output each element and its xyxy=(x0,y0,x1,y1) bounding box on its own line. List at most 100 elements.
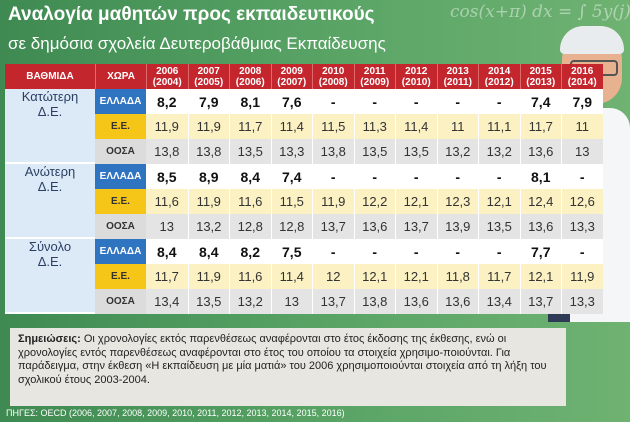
value-cell: 8,4 xyxy=(229,164,271,189)
chart-title: Αναλογία μαθητών προς εκπαιδευτικούς xyxy=(8,4,375,25)
value-cell: 13,9 xyxy=(436,214,478,239)
value-cell: 12,1 xyxy=(395,264,437,289)
value-cell: 12,1 xyxy=(353,264,395,289)
value-cell: 12,1 xyxy=(519,264,561,289)
value-cell: 12,8 xyxy=(270,214,312,239)
value-cell: 8,9 xyxy=(187,164,229,189)
level-label: Δ.Ε. xyxy=(37,254,63,269)
country-cell: ΕΛΛΑΔΑ xyxy=(95,164,146,189)
header-year: 2016 (2014) xyxy=(561,64,603,89)
header-year-label: 2012 xyxy=(405,65,428,77)
value-cell: - xyxy=(478,89,520,114)
header-data-year-label: (2005) xyxy=(194,76,224,88)
value-cell: 13,5 xyxy=(187,289,229,314)
value-cell: 11,7 xyxy=(146,264,188,289)
teacher-hair xyxy=(560,26,624,54)
value-cell: 13 xyxy=(561,139,603,164)
header-year-label: 2010 xyxy=(322,65,345,77)
header-data-year-label: (2014) xyxy=(567,76,597,88)
header-data-year-label: (2010) xyxy=(401,76,431,88)
country-cell: Ε.Ε. xyxy=(95,264,146,289)
value-cell: - xyxy=(395,239,437,264)
value-cell: 11,7 xyxy=(229,114,271,139)
value-cell: 11,4 xyxy=(270,114,312,139)
value-cell: 8,1 xyxy=(519,164,561,189)
value-cell: - xyxy=(561,164,603,189)
header-year: 2012 (2010) xyxy=(395,64,437,89)
header-year: 2009 (2007) xyxy=(270,64,312,89)
table-row: Σύνολο Δ.Ε. ΕΛΛΑΔΑ 8,4 8,4 8,2 7,5- - - - -7,7- xyxy=(5,239,603,314)
value-cell: 12,1 xyxy=(478,189,520,214)
header-data-year-label: (2008) xyxy=(318,76,348,88)
level-label: Κατώτερη xyxy=(21,89,79,104)
level-cell: Κατώτερη Δ.Ε. xyxy=(5,89,95,164)
header-data-year-label: (2011) xyxy=(443,76,472,88)
value-cell: - xyxy=(312,239,354,264)
table-row: ΟΟΣΑ 13,8 13,8 13,5 13,3 13,8 13,5 13,5 13,2 13,2… xyxy=(5,139,603,164)
value-cell: 13,2 xyxy=(229,289,271,314)
value-cell: 7,7 xyxy=(519,239,561,264)
sources-text: ΠΗΓΕΣ: OECD (2006, 2007, 2008, 2009, 201… xyxy=(6,408,345,418)
header-year-label: 2008 xyxy=(239,65,262,77)
value-cell: 8,4 xyxy=(187,239,229,264)
value-cell: 13,5 xyxy=(395,139,437,164)
header-country: ΧΩΡΑ xyxy=(95,64,146,89)
header-data-year-label: (2004) xyxy=(152,76,182,88)
value-cell: 12,4 xyxy=(519,189,561,214)
header-year: 2011 (2009) xyxy=(353,64,395,89)
header-data-year-label: (2012) xyxy=(484,76,514,88)
header-year: 2007 (2005) xyxy=(187,64,229,89)
country-cell: ΕΛΛΑΔΑ xyxy=(95,239,146,264)
value-cell: 13,5 xyxy=(478,214,520,239)
header-year-label: 2011 xyxy=(363,65,386,77)
value-cell: 13,5 xyxy=(229,139,271,164)
value-cell: 11,6 xyxy=(146,189,188,214)
header-year: 2013 (2011) xyxy=(436,64,478,89)
value-cell: 11,8 xyxy=(436,264,478,289)
level-label: Δ.Ε. xyxy=(37,104,63,119)
level-cell: Σύνολο Δ.Ε. xyxy=(5,239,95,314)
value-cell: 8,5 xyxy=(146,164,188,189)
value-cell: 7,6 xyxy=(270,89,312,114)
value-cell: 7,4 xyxy=(519,89,561,114)
value-cell: - xyxy=(312,164,354,189)
value-cell: 11,3 xyxy=(353,114,395,139)
value-cell: - xyxy=(436,164,478,189)
value-cell: 13,8 xyxy=(146,139,188,164)
table-body: Κατώτερη Δ.Ε. ΕΛΛΑΔΑ 8,2 7,9 8,1 7,6- - - - -7,4 7,… xyxy=(5,89,603,314)
value-cell: 13,7 xyxy=(395,214,437,239)
value-cell: 11,7 xyxy=(478,264,520,289)
value-cell: 11,1 xyxy=(478,114,520,139)
value-cell: 13,2 xyxy=(187,214,229,239)
value-cell: 11,6 xyxy=(229,264,271,289)
value-cell: - xyxy=(353,239,395,264)
header-year-label: 2014 xyxy=(488,65,511,77)
value-cell: 11,5 xyxy=(270,189,312,214)
value-cell: - xyxy=(312,89,354,114)
value-cell: 13,5 xyxy=(353,139,395,164)
country-cell: ΟΟΣΑ xyxy=(95,139,146,164)
value-cell: 11,9 xyxy=(146,114,188,139)
notes-text: Οι χρονολογίες εκτός παρενθέσεως αναφέρο… xyxy=(18,333,547,386)
header-data-year-label: (2006) xyxy=(235,76,265,88)
header-data-year-label: (2007) xyxy=(277,76,307,88)
value-cell: 13,4 xyxy=(146,289,188,314)
value-cell: 12,2 xyxy=(353,189,395,214)
level-label: Σύνολο xyxy=(28,239,72,254)
header-year-label: 2006 xyxy=(156,65,179,77)
table-row: ΟΟΣΑ 13 13,2 12,8 12,8 13,7 13,6 13,7 13,9 13,5 13… xyxy=(5,214,603,239)
value-cell: 11,9 xyxy=(187,189,229,214)
value-cell: - xyxy=(561,239,603,264)
value-cell: 13,7 xyxy=(519,289,561,314)
value-cell: 11,9 xyxy=(561,264,603,289)
value-cell: 11,5 xyxy=(312,114,354,139)
value-cell: - xyxy=(436,239,478,264)
value-cell: 13 xyxy=(146,214,188,239)
value-cell: 11,6 xyxy=(229,189,271,214)
header-year: 2010 (2008) xyxy=(312,64,354,89)
country-cell: Ε.Ε. xyxy=(95,114,146,139)
value-cell: 13,3 xyxy=(561,214,603,239)
value-cell: - xyxy=(395,164,437,189)
header-data-year-label: (2009) xyxy=(360,76,390,88)
table-row: Ε.Ε. 11,6 11,9 11,6 11,5 11,9 12,2 12,1 12,3 12,1… xyxy=(5,189,603,214)
